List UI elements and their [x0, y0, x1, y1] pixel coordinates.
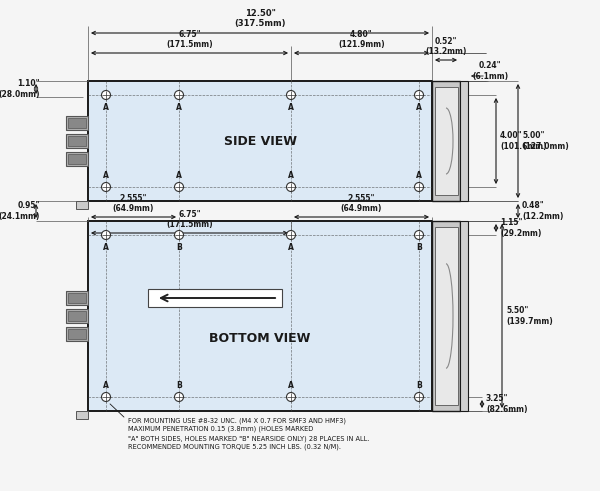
Text: 0.48"
(12.2mm): 0.48" (12.2mm) — [522, 201, 563, 220]
Bar — [66, 309, 88, 323]
Text: 2.555"
(64.9mm): 2.555" (64.9mm) — [113, 193, 154, 213]
Text: A: A — [176, 103, 182, 111]
Circle shape — [287, 183, 296, 191]
Text: B: B — [416, 243, 422, 251]
Text: 0.52"
(13.2mm): 0.52" (13.2mm) — [425, 37, 467, 56]
Circle shape — [175, 183, 184, 191]
Circle shape — [175, 90, 184, 100]
Text: A: A — [288, 381, 294, 389]
Text: RECOMMENDED MOUNTING TORQUE 5.25 INCH LBS. (0.32 N/M).: RECOMMENDED MOUNTING TORQUE 5.25 INCH LB… — [128, 444, 341, 451]
Circle shape — [101, 90, 110, 100]
Bar — [88, 81, 432, 201]
Text: FOR MOUNTING USE #8-32 UNC. (M4 X 0.7 FOR SMF3 AND HMF3): FOR MOUNTING USE #8-32 UNC. (M4 X 0.7 FO… — [128, 417, 346, 424]
Bar — [432, 81, 460, 201]
Text: B: B — [176, 381, 182, 389]
Bar — [68, 154, 86, 164]
Text: 5.50"
(139.7mm): 5.50" (139.7mm) — [506, 306, 553, 326]
Circle shape — [415, 90, 424, 100]
Text: SIDE VIEW: SIDE VIEW — [223, 135, 296, 147]
Circle shape — [287, 90, 296, 100]
Circle shape — [175, 392, 184, 402]
Text: A: A — [288, 103, 294, 111]
Text: A: A — [103, 170, 109, 180]
Bar — [460, 221, 468, 411]
Bar — [88, 221, 432, 411]
Text: 2.555"
(64.9mm): 2.555" (64.9mm) — [341, 193, 382, 213]
Text: AIRFLOW (STANDARD): AIRFLOW (STANDARD) — [172, 294, 277, 302]
Bar — [66, 327, 88, 341]
Text: A: A — [416, 103, 422, 111]
Text: 0.95"
(24.1mm): 0.95" (24.1mm) — [0, 201, 40, 220]
Text: 0.24"
(6.1mm): 0.24" (6.1mm) — [472, 61, 508, 81]
Circle shape — [287, 392, 296, 402]
Text: 1.15"
(29.2mm): 1.15" (29.2mm) — [500, 218, 541, 238]
Bar — [148, 289, 282, 307]
Circle shape — [415, 183, 424, 191]
Bar — [460, 81, 468, 201]
Bar — [66, 134, 88, 148]
Text: 4.80"
(121.9mm): 4.80" (121.9mm) — [338, 29, 385, 49]
Bar — [68, 136, 86, 146]
Bar — [68, 118, 86, 128]
Circle shape — [175, 230, 184, 240]
Text: 6.75"
(171.5mm): 6.75" (171.5mm) — [166, 210, 213, 229]
Bar — [68, 293, 86, 303]
Bar — [76, 201, 88, 209]
Circle shape — [415, 230, 424, 240]
Text: 1.10"
(28.0mm): 1.10" (28.0mm) — [0, 80, 40, 99]
Text: A: A — [416, 170, 422, 180]
Text: 6.75"
(171.5mm): 6.75" (171.5mm) — [166, 29, 213, 49]
Text: 3.25"
(82.6mm): 3.25" (82.6mm) — [486, 394, 527, 414]
Text: "A" BOTH SIDES, HOLES MARKED "B" NEARSIDE ONLY) 28 PLACES IN ALL.: "A" BOTH SIDES, HOLES MARKED "B" NEARSID… — [128, 435, 370, 441]
Circle shape — [415, 392, 424, 402]
Text: A: A — [176, 170, 182, 180]
Text: 4.00"
(101.6mm): 4.00" (101.6mm) — [500, 131, 547, 151]
Bar — [68, 329, 86, 339]
Text: A: A — [288, 170, 294, 180]
Bar — [435, 227, 458, 405]
Text: A: A — [103, 243, 109, 251]
Text: BOTTOM VIEW: BOTTOM VIEW — [209, 331, 311, 345]
Bar — [66, 291, 88, 305]
Circle shape — [101, 392, 110, 402]
Text: B: B — [416, 381, 422, 389]
Text: MAXIMUM PENETRATION 0.15 (3.8mm) (HOLES MARKED: MAXIMUM PENETRATION 0.15 (3.8mm) (HOLES … — [128, 426, 313, 433]
Text: 5.00"
(127.0mm): 5.00" (127.0mm) — [522, 131, 569, 151]
Bar — [432, 221, 460, 411]
Bar — [76, 411, 88, 419]
Bar — [435, 87, 458, 195]
Circle shape — [287, 230, 296, 240]
Circle shape — [101, 183, 110, 191]
Text: B: B — [176, 243, 182, 251]
Text: A: A — [103, 381, 109, 389]
Circle shape — [101, 230, 110, 240]
Bar — [66, 116, 88, 130]
Text: 12.50"
(317.5mm): 12.50" (317.5mm) — [234, 9, 286, 28]
Text: A: A — [103, 103, 109, 111]
Text: A: A — [288, 243, 294, 251]
Bar — [68, 311, 86, 321]
Bar — [66, 152, 88, 166]
